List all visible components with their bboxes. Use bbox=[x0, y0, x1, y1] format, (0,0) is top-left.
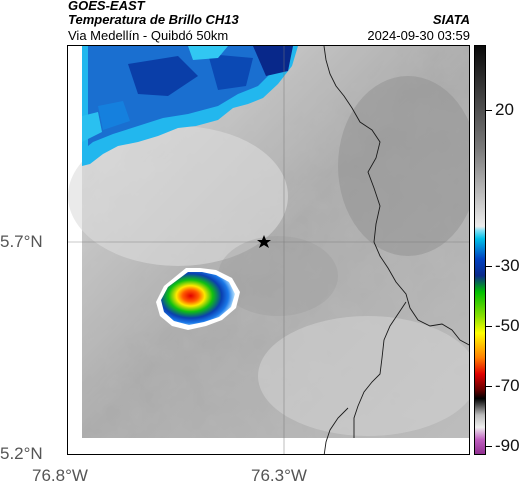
product-title: Temperatura de Brillo CH13 bbox=[68, 12, 239, 27]
colorbar-label-minus50: -50 bbox=[495, 316, 520, 335]
colorbar-tick bbox=[486, 326, 492, 327]
lon-label-76-8: 76.8°W bbox=[32, 466, 88, 485]
map-canvas bbox=[68, 46, 469, 454]
lat-label-5-2: 5.2°N bbox=[0, 444, 43, 463]
colorbar-tick bbox=[486, 446, 492, 447]
graticule bbox=[68, 46, 469, 454]
colorbar-label-minus30: -30 bbox=[495, 256, 520, 275]
convective-storm-cell bbox=[156, 268, 240, 330]
satellite-name: GOES-EAST bbox=[68, 0, 145, 13]
colorbar-tick bbox=[486, 266, 492, 267]
colorbar bbox=[474, 45, 486, 455]
satellite-map bbox=[67, 45, 470, 455]
organization-label: SIATA bbox=[432, 12, 470, 27]
colorbar-label-minus90: -90 bbox=[495, 436, 520, 455]
administrative-borders bbox=[323, 46, 469, 454]
lat-label-5-7: 5.7°N bbox=[0, 232, 43, 251]
colorbar-tick bbox=[486, 386, 492, 387]
reference-station-star-icon bbox=[257, 235, 271, 248]
colorbar-label-minus70: -70 bbox=[495, 376, 520, 395]
route-subtitle: Via Medellín - Quibdó 50km bbox=[68, 28, 229, 43]
lon-label-76-3: 76.3°W bbox=[251, 466, 307, 485]
timestamp: 2024-09-30 03:59 bbox=[367, 28, 470, 43]
colorbar-label-20: 20 bbox=[495, 100, 514, 119]
cold-cloud-region bbox=[82, 46, 298, 166]
colorbar-tick bbox=[486, 110, 492, 111]
